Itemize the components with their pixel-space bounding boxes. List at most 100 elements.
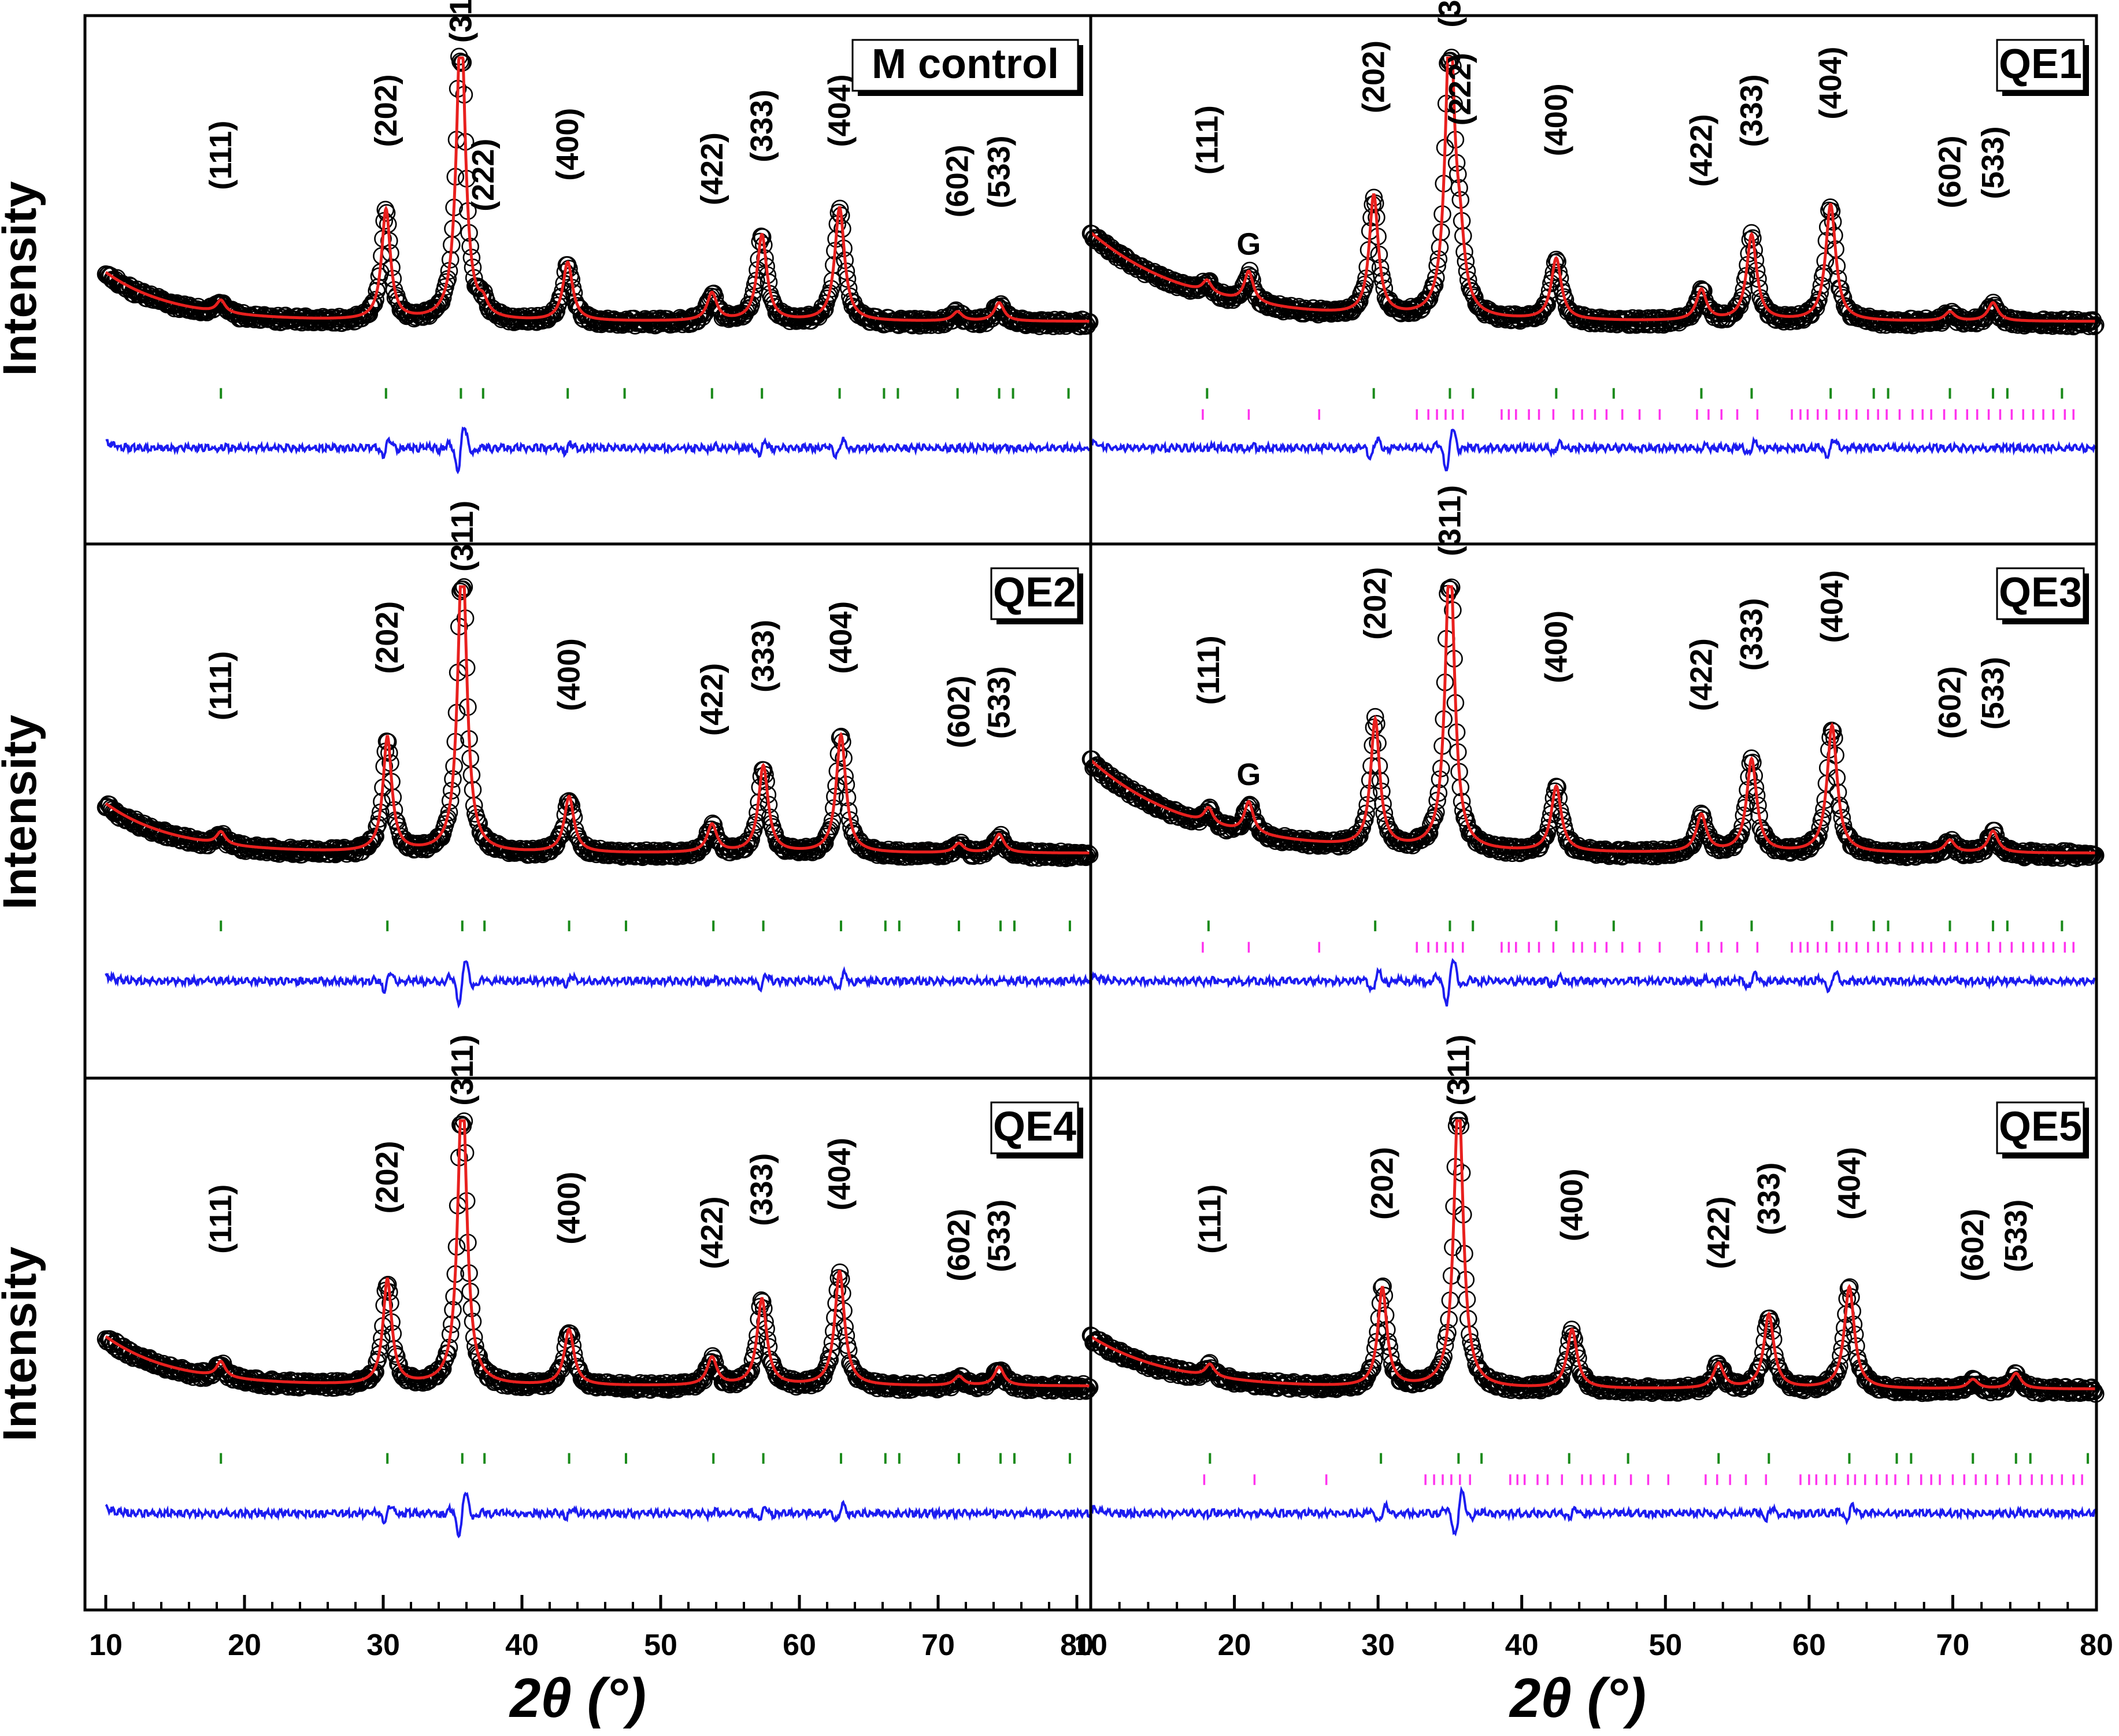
impurity-peak-label: G xyxy=(1236,757,1261,792)
x-tick-label: 30 xyxy=(366,1628,400,1662)
observed-point xyxy=(1374,272,1392,290)
sample-label-text: QE4 xyxy=(993,1104,1076,1150)
bragg-ticks-phase-1 xyxy=(220,388,1070,399)
peak-label: (422) xyxy=(1684,638,1718,711)
calculated-line xyxy=(105,56,1090,323)
peak-label: (533) xyxy=(982,666,1017,739)
x-tick-label: 70 xyxy=(921,1628,955,1662)
x-tick-label: 40 xyxy=(505,1628,539,1662)
peak-label: (404) xyxy=(823,74,857,147)
peak-label: (222) xyxy=(466,139,501,212)
peak-label: (333) xyxy=(744,1153,779,1226)
peak-label: (533) xyxy=(982,1200,1017,1272)
peak-label: (400) xyxy=(552,1172,587,1245)
peak-label: (422) xyxy=(1684,114,1718,187)
peak-label: (311) xyxy=(443,0,478,43)
peak-label: (111) xyxy=(203,120,238,190)
observed-point xyxy=(1418,292,1436,310)
observed-point xyxy=(546,305,564,323)
observed-point xyxy=(1692,280,1710,298)
sample-label: M control xyxy=(851,39,1083,96)
panel-qe1: (111) (202) (311) (222) (400) (422) (333) (404)… xyxy=(1081,0,2105,546)
peak-label: (602) xyxy=(940,145,975,217)
observed-point xyxy=(1351,292,1369,310)
peak-label: (404) xyxy=(1815,570,1850,643)
peak-label: (311) xyxy=(445,1035,480,1106)
observed-point xyxy=(1695,282,1713,300)
peak-label: (404) xyxy=(824,601,858,674)
observed-point xyxy=(902,315,920,334)
peak-label: (311) xyxy=(1432,485,1467,556)
observed-point xyxy=(1240,261,1259,280)
peak-label: (602) xyxy=(1933,666,1968,739)
sample-label: QE4 xyxy=(990,1101,1083,1158)
peak-labels: (111)(202)(311)(222)(400)(422)(333)(404)… xyxy=(203,0,1016,217)
peak-label: (111) xyxy=(203,1185,238,1254)
peak-label: (602) xyxy=(942,1209,976,1282)
observed-point xyxy=(1466,288,1484,306)
peak-label: (311) xyxy=(445,501,480,572)
x-tick-label: 20 xyxy=(228,1628,261,1662)
observed-point xyxy=(506,311,524,329)
sample-label: QE3 xyxy=(1996,567,2089,624)
x-tick-label: 60 xyxy=(783,1628,816,1662)
peak-label: (111) xyxy=(1191,635,1226,705)
sample-label: QE2 xyxy=(990,567,1083,624)
sample-label-text: QE2 xyxy=(993,569,1076,616)
sample-label-box xyxy=(851,39,1079,92)
peak-label: (202) xyxy=(1358,567,1392,640)
peak-label: (602) xyxy=(942,675,976,748)
peak-label: (422) xyxy=(695,132,729,205)
peak-label: (311) xyxy=(1432,0,1467,28)
observed-point xyxy=(1077,315,1095,333)
observed-point xyxy=(743,288,762,306)
sample-label-text: M control xyxy=(872,41,1059,87)
peak-label: (111) xyxy=(203,651,238,720)
observed-point xyxy=(831,199,849,218)
observed-point xyxy=(1547,250,1565,269)
peak-label: (400) xyxy=(552,638,587,711)
peak-label: (333) xyxy=(1734,598,1769,671)
panel-m-control: (111)(202)(311)(222) (400) (422)(333) (404)… xyxy=(83,0,1099,546)
sample-label-text: QE1 xyxy=(1999,41,2082,87)
observed-point xyxy=(888,315,906,333)
sample-label: QE1 xyxy=(1996,39,2089,96)
peak-label: (202) xyxy=(369,74,403,147)
observed-point xyxy=(1029,315,1047,333)
observed-point xyxy=(1806,297,1824,314)
difference-line xyxy=(105,426,1091,475)
peak-label: (333) xyxy=(746,620,781,693)
peak-label: (533) xyxy=(1976,657,2010,730)
peak-label: (602) xyxy=(1933,135,1968,208)
observed-point xyxy=(560,260,578,278)
peak-label: (533) xyxy=(982,135,1017,208)
peak-label: (404) xyxy=(823,1138,857,1211)
panels-group: (111) (202) (311) (222) (400) (422) (333) (404)… xyxy=(83,0,2113,1662)
peak-label: (222) xyxy=(1443,53,1477,125)
peak-label: (202) xyxy=(370,1141,405,1213)
observed-point xyxy=(706,288,724,306)
impurity-peak-label: G xyxy=(1236,227,1261,261)
peak-label: (333) xyxy=(744,90,779,162)
peak-label: (422) xyxy=(695,663,729,736)
peak-label: (111) xyxy=(1190,105,1224,175)
peak-label: (404) xyxy=(1813,47,1848,120)
sample-label-text: QE3 xyxy=(1999,569,2082,616)
peak-label: (202) xyxy=(1357,40,1391,113)
peak-label: (202) xyxy=(370,601,405,674)
peak-label: (333) xyxy=(1734,74,1769,147)
observed-point xyxy=(1365,188,1383,207)
peak-label: (400) xyxy=(1539,610,1573,683)
observed-point xyxy=(186,302,203,320)
observed-point xyxy=(1419,291,1438,309)
peak-label: (400) xyxy=(1539,83,1573,156)
observed-point xyxy=(753,228,772,246)
observed-point xyxy=(1832,280,1850,298)
x-tick-label: 10 xyxy=(89,1628,123,1662)
observed-point xyxy=(253,310,271,328)
x-tick-label: 50 xyxy=(644,1628,677,1662)
observed-point xyxy=(816,300,834,319)
peak-label: (533) xyxy=(1976,126,2010,199)
